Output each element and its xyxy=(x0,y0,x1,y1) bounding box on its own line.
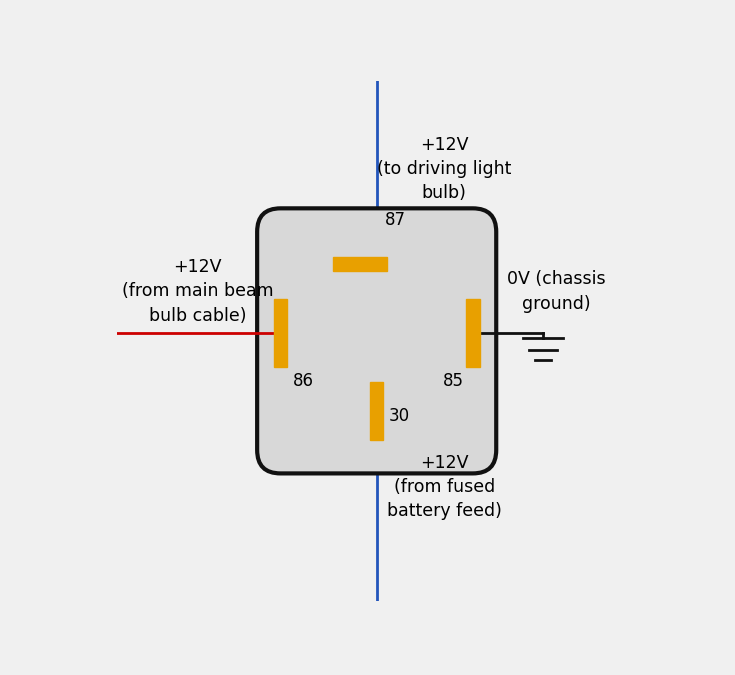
Text: 87: 87 xyxy=(384,211,406,229)
Text: 30: 30 xyxy=(389,407,410,425)
Text: +12V
(to driving light
bulb): +12V (to driving light bulb) xyxy=(377,136,512,202)
Bar xyxy=(466,299,480,367)
Text: +12V
(from fused
battery feed): +12V (from fused battery feed) xyxy=(387,454,502,520)
FancyBboxPatch shape xyxy=(257,209,496,473)
Text: 0V (chassis
ground): 0V (chassis ground) xyxy=(506,271,606,313)
Bar xyxy=(333,257,387,271)
Bar xyxy=(273,299,287,367)
Bar xyxy=(370,383,384,439)
Text: 86: 86 xyxy=(293,372,314,390)
Text: 85: 85 xyxy=(442,372,464,390)
Text: +12V
(from main beam
bulb cable): +12V (from main beam bulb cable) xyxy=(121,259,273,325)
